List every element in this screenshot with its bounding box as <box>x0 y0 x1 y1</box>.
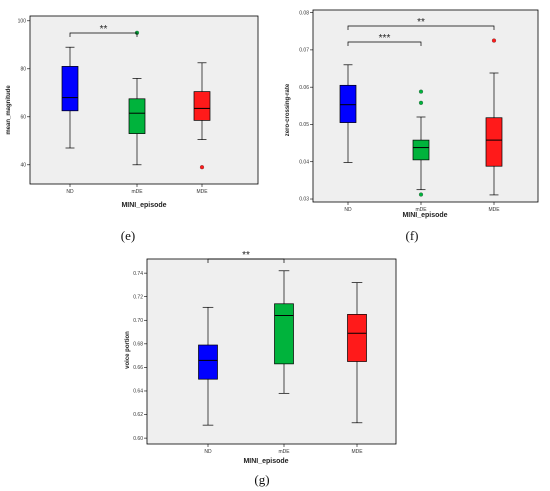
y-tick-label: 0.68 <box>133 342 143 348</box>
y-tick-label: 0.72 <box>133 294 143 300</box>
y-axis-label: mean_magnitude <box>6 85 12 135</box>
y-tick-label: 80 <box>20 67 26 73</box>
significance-bracket <box>207 258 285 263</box>
y-tick-label: 0.60 <box>133 436 143 442</box>
panel-label: (f) <box>406 228 419 243</box>
y-tick-label: 0.64 <box>133 389 143 395</box>
box-ND <box>61 66 79 112</box>
box-MDE <box>347 314 367 362</box>
y-tick-label: 0.62 <box>133 412 143 418</box>
box-mDE <box>128 98 146 134</box>
y-axis-label: zero-crossing-rate <box>285 83 291 136</box>
significance-bracket <box>347 41 422 46</box>
y-tick-label: 0.04 <box>299 159 309 165</box>
chart-panel-3: 0.60 0.62 0.64 0.66 0.68 0.70 0.72 0.74 ND mDE MDE… <box>125 250 397 487</box>
outlier-point <box>491 38 497 43</box>
y-tick-label: 0.66 <box>133 365 143 371</box>
x-axis-label: MINI_episode <box>121 202 166 209</box>
significance-label: *** <box>379 33 391 44</box>
x-tick-label: mDE <box>415 207 427 213</box>
x-tick-label: mDE <box>278 449 290 455</box>
significance-label: ** <box>417 17 425 28</box>
y-tick-label: 0.70 <box>133 318 143 324</box>
y-tick-label: 100 <box>18 19 27 25</box>
box-mDE <box>412 139 430 161</box>
significance-label: ** <box>100 24 108 35</box>
box-mDE <box>274 303 294 365</box>
significance-label: ** <box>242 250 250 261</box>
y-tick-label: 0.06 <box>299 85 309 91</box>
y-tick-label: 40 <box>20 163 26 169</box>
box-ND <box>198 344 218 380</box>
panel-label: (g) <box>254 472 269 487</box>
x-tick-label: MDE <box>488 207 500 213</box>
outlier-point <box>418 100 424 105</box>
outlier-point <box>418 89 424 94</box>
y-tick-label: 0.03 <box>299 197 309 203</box>
y-tick-label: 0.05 <box>299 122 309 128</box>
x-tick-label: ND <box>344 207 352 213</box>
chart-panel-1: 40 60 80 100 ND mDE MDE ** mean_magnitude MINI_ep… <box>6 15 259 243</box>
x-tick-label: ND <box>66 189 74 195</box>
outlier-point <box>418 192 424 197</box>
significance-bracket <box>347 25 495 30</box>
box-MDE <box>485 117 503 167</box>
x-tick-label: ND <box>204 449 212 455</box>
x-tick-label: mDE <box>131 189 143 195</box>
y-tick-label: 60 <box>20 115 26 121</box>
box-MDE <box>193 91 211 121</box>
y-tick-label: 0.07 <box>299 48 309 54</box>
y-tick-label: 0.74 <box>133 271 143 277</box>
x-tick-label: MDE <box>351 449 363 455</box>
y-axis-label: voice portion <box>125 331 131 369</box>
box-ND <box>339 84 357 123</box>
x-axis-label: MINI_episode <box>243 458 288 465</box>
x-axis-label: MINI_episode <box>402 212 447 219</box>
significance-bracket <box>69 32 138 37</box>
panel-label: (e) <box>121 228 135 243</box>
outlier-point <box>199 165 205 170</box>
y-tick-label: 0.08 <box>299 10 309 16</box>
x-tick-label: MDE <box>196 189 208 195</box>
